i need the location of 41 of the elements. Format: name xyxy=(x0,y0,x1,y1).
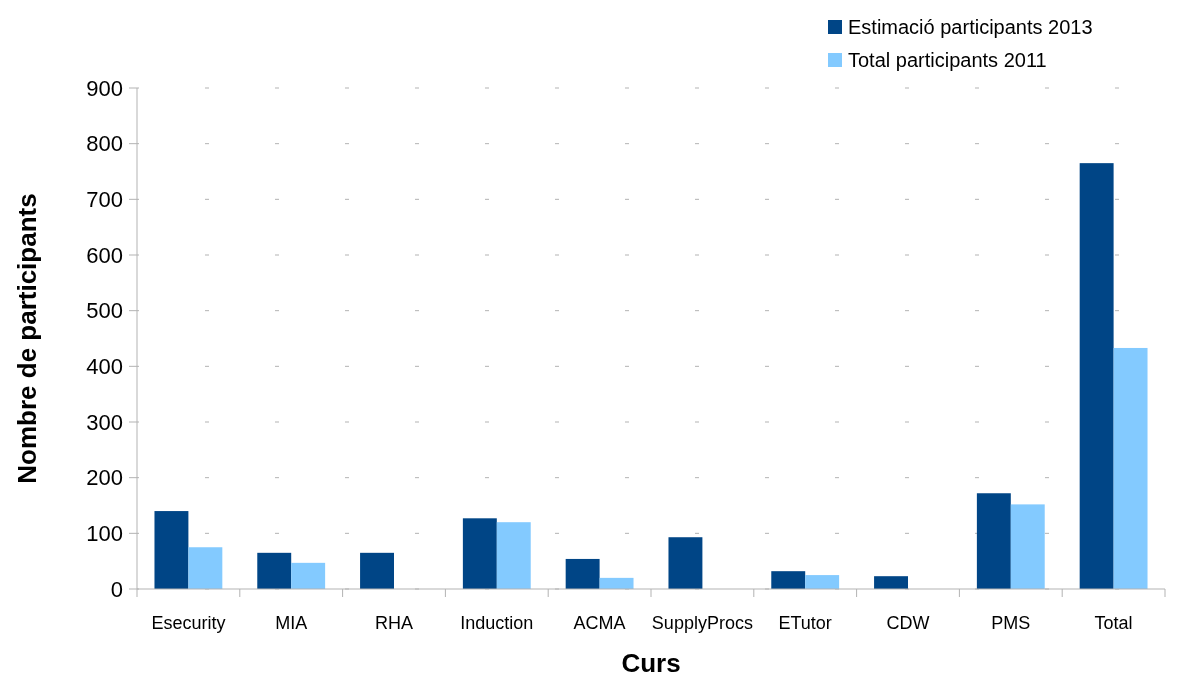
legend-label: Estimació participants 2013 xyxy=(848,16,1093,38)
bar xyxy=(154,511,189,589)
bar xyxy=(976,493,1011,589)
bar xyxy=(805,575,840,589)
bar xyxy=(874,576,908,589)
y-tick-label: 900 xyxy=(86,75,123,101)
x-tick-label: Total xyxy=(1094,613,1133,633)
bar xyxy=(291,562,326,589)
y-axis-title: Nombre de participants xyxy=(12,193,42,484)
y-tick-label: 600 xyxy=(86,242,123,268)
x-tick-label: Esecurity xyxy=(151,613,226,633)
x-tick-label: MIA xyxy=(275,613,308,633)
x-tick-label: RHA xyxy=(374,613,414,633)
y-tick-label: 0 xyxy=(110,576,123,602)
bar xyxy=(188,547,223,589)
bar xyxy=(1079,163,1114,589)
y-tick-label: 300 xyxy=(86,409,123,435)
legend-label: Total participants 2011 xyxy=(848,49,1047,71)
bar xyxy=(496,522,531,589)
bar xyxy=(599,577,634,589)
x-tick-label: CDW xyxy=(886,613,930,633)
bar xyxy=(1010,504,1045,589)
bar xyxy=(565,558,600,589)
x-tick-label: PMS xyxy=(991,613,1031,633)
x-tick-label: SupplyProcs xyxy=(651,613,753,633)
x-axis-title: Curs xyxy=(621,648,681,675)
y-tick-label: 400 xyxy=(86,354,123,380)
y-tick-label: 700 xyxy=(86,187,123,213)
bar xyxy=(360,552,394,589)
bar xyxy=(668,537,703,589)
x-tick-label: ETutor xyxy=(778,613,832,633)
bar xyxy=(462,518,497,589)
bar xyxy=(1113,347,1148,589)
x-tick-label: Induction xyxy=(460,613,534,633)
y-tick-label: 800 xyxy=(86,131,123,157)
bar xyxy=(257,552,292,589)
y-tick-label: 200 xyxy=(86,465,123,491)
bar xyxy=(771,571,806,589)
y-tick-label: 500 xyxy=(86,298,123,324)
y-tick-label: 100 xyxy=(86,521,123,547)
x-tick-label: ACMA xyxy=(573,613,626,633)
